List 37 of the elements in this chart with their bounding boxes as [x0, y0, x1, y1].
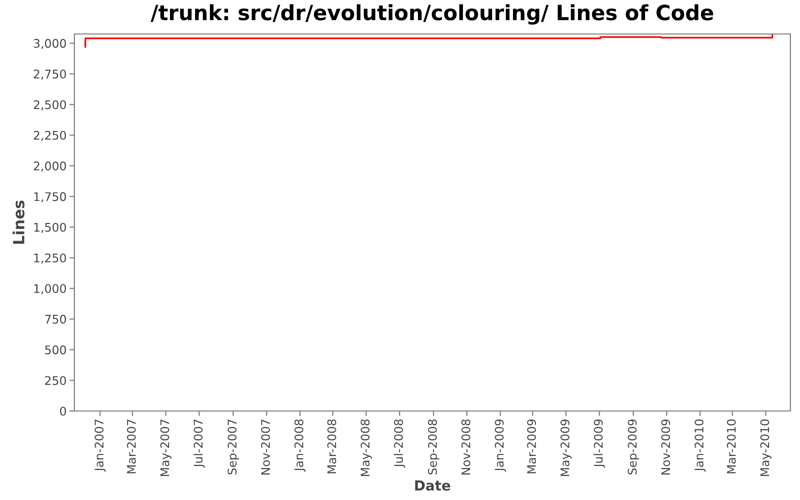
x-tick-label: Jul-2009: [594, 419, 605, 468]
x-tick-label: Nov-2008: [461, 419, 470, 475]
chart-title: /trunk: src/dr/evolution/colouring/ Lines of Code: [150, 4, 714, 25]
y-tick-label: 1,250: [34, 253, 66, 264]
x-tick-label: Jan-2007: [94, 420, 106, 472]
x-tick-label: May-2010: [760, 419, 772, 476]
y-tick-label: 2,500: [34, 100, 66, 110]
y-tick-label: 1,000: [34, 284, 66, 294]
x-tick-label: Jan-2010: [694, 419, 706, 472]
y-tick-label: 750: [45, 314, 66, 324]
x-axis-title: Date: [415, 480, 450, 491]
x-tick-label: Jan-2009: [494, 419, 506, 472]
y-tick-label: 1,750: [34, 192, 66, 202]
x-tick-label: Nov-2007: [261, 420, 270, 475]
y-tick-label: 2,250: [34, 130, 66, 142]
y-tick-label: 500: [45, 345, 66, 354]
x-tick-label: May-2008: [360, 419, 372, 476]
y-tick-label: 1,500: [34, 222, 66, 233]
x-tick-label: Sep-2007: [228, 420, 239, 474]
y-tick-label: 0: [60, 406, 66, 416]
x-tick-label: Mar-2007: [126, 420, 136, 474]
x-tick-label: Mar-2009: [527, 419, 536, 474]
x-tick-label: May-2009: [560, 419, 572, 476]
x-tick-label: May-2007: [160, 420, 172, 476]
x-tick-label: Mar-2010: [726, 419, 736, 474]
y-tick-label: 2,750: [34, 70, 66, 80]
x-tick-label: Sep-2009: [628, 419, 640, 474]
x-tick-label: Jan-2008: [294, 419, 306, 472]
x-tick-label: Sep-2008: [428, 419, 440, 474]
y-tick-label: 250: [45, 376, 66, 386]
x-tick-label: Jul-2007: [193, 420, 205, 468]
y-tick-label: 3,000: [34, 38, 66, 50]
x-tick-label: Jul-2008: [394, 419, 406, 468]
x-tick-label: Mar-2008: [327, 419, 336, 474]
y-tick-label: 2,000: [34, 162, 66, 172]
x-tick-label: Nov-2009: [661, 419, 670, 475]
y-axis-title: Lines: [12, 200, 24, 244]
